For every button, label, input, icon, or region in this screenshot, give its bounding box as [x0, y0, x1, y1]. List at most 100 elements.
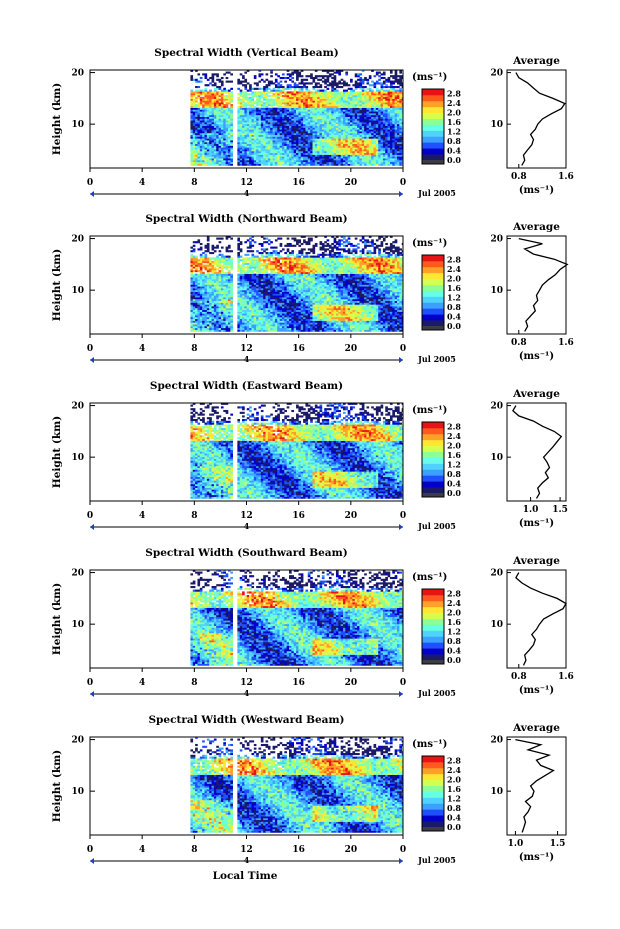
heatmap-cell [373, 82, 377, 85]
heatmap-cell [371, 120, 374, 123]
heatmap-cell [338, 104, 341, 107]
heatmap-cell [274, 107, 278, 110]
heatmap-cell [195, 91, 198, 94]
heatmap-cell [399, 163, 402, 166]
heatmap-cell [277, 136, 280, 139]
heatmap-cell [192, 244, 196, 247]
heatmap-cell [324, 111, 327, 114]
heatmap-cell [340, 140, 344, 143]
heatmap-cell [319, 147, 323, 150]
heatmap-cell [206, 327, 210, 330]
heatmap-cell [218, 93, 222, 96]
heatmap-cell [307, 158, 311, 161]
heatmap-cell [291, 105, 295, 108]
heatmap-cell [300, 143, 304, 146]
heatmap-cell [244, 147, 248, 150]
heatmap-cell [338, 158, 341, 161]
heatmap-cell [225, 107, 229, 110]
heatmap-cell [202, 122, 205, 125]
heatmap-cell [345, 141, 349, 145]
heatmap-cell [375, 134, 379, 137]
heatmap-cell [237, 154, 241, 157]
heatmap-cell [364, 118, 367, 121]
heatmap-cell [237, 311, 241, 314]
heatmap-cell [206, 273, 210, 276]
heatmap-cell [319, 116, 323, 119]
heatmap-cell [333, 84, 337, 87]
heatmap-cell [274, 118, 278, 121]
heatmap-cell [286, 87, 290, 90]
heatmap-cell [387, 78, 391, 81]
heatmap-cell [263, 161, 266, 164]
heatmap-cell [223, 275, 226, 278]
heatmap-cell [274, 102, 278, 105]
heatmap-cell [197, 259, 201, 262]
heatmap-cell [296, 125, 299, 128]
heatmap-cell [296, 161, 299, 164]
heatmap-cell [256, 113, 259, 116]
heatmap-cell [237, 134, 241, 137]
heatmap-cell [347, 156, 351, 159]
heatmap-cell [319, 127, 323, 130]
heatmap-cell [279, 152, 283, 155]
heatmap-cell [284, 143, 287, 146]
heatmap-cell [354, 132, 358, 136]
heatmap-cell [361, 111, 365, 114]
heatmap-cell [220, 297, 224, 300]
heatmap-cell [310, 136, 313, 139]
heatmap-cell [204, 95, 208, 98]
heatmap-cell [225, 138, 229, 141]
heatmap-cell [361, 109, 365, 112]
heatmap-cell [394, 105, 398, 108]
heatmap-cell [272, 118, 276, 121]
heatmap-cell [366, 161, 370, 164]
heatmap-cell [209, 143, 212, 146]
heatmap-cell [305, 104, 309, 107]
heatmap-cell [267, 138, 271, 141]
heatmap-cell [270, 141, 273, 145]
heatmap-cell [190, 149, 194, 152]
heatmap-cell [216, 111, 219, 114]
heatmap-cell [317, 140, 320, 143]
heatmap-cell [218, 315, 222, 318]
heatmap-cell [249, 129, 252, 132]
heatmap-cell [237, 295, 241, 298]
heatmap-cell [225, 264, 229, 267]
heatmap-cell [397, 93, 400, 96]
heatmap-cell [267, 111, 271, 114]
heatmap-cell [307, 102, 311, 105]
heatmap-cell [225, 293, 229, 296]
heatmap-cell [218, 116, 222, 119]
heatmap-cell [213, 113, 217, 116]
heatmap-cell [218, 163, 222, 166]
heatmap-cell [399, 95, 402, 98]
heatmap-cell [209, 293, 212, 296]
heatmap-cell [263, 129, 266, 132]
heatmap-cell [209, 102, 212, 105]
heatmap-cell [225, 71, 229, 74]
heatmap-cell [359, 105, 363, 108]
heatmap-cell [197, 288, 201, 291]
heatmap-cell [199, 76, 203, 80]
heatmap-cell [350, 98, 353, 101]
heatmap-cell [385, 100, 388, 103]
heatmap-cell [274, 98, 278, 101]
heatmap-cell [192, 311, 196, 314]
heatmap-cell [206, 289, 210, 293]
heatmap-cell [354, 91, 358, 94]
heatmap-cell [225, 298, 229, 302]
heatmap-cell [239, 324, 243, 327]
heatmap-cell [281, 114, 285, 117]
heatmap-cell [296, 78, 299, 81]
heatmap-cell [319, 75, 323, 78]
heatmap-cell [218, 131, 222, 134]
heatmap-cell [331, 104, 334, 107]
heatmap-cell [211, 104, 215, 107]
heatmap-cell [321, 136, 325, 139]
heatmap-cell [324, 125, 327, 128]
heatmap-cell [260, 95, 264, 98]
heatmap-cell [244, 163, 248, 166]
heatmap-cell [387, 102, 391, 105]
heatmap-cell [195, 322, 198, 325]
heatmap-cell [190, 131, 194, 134]
